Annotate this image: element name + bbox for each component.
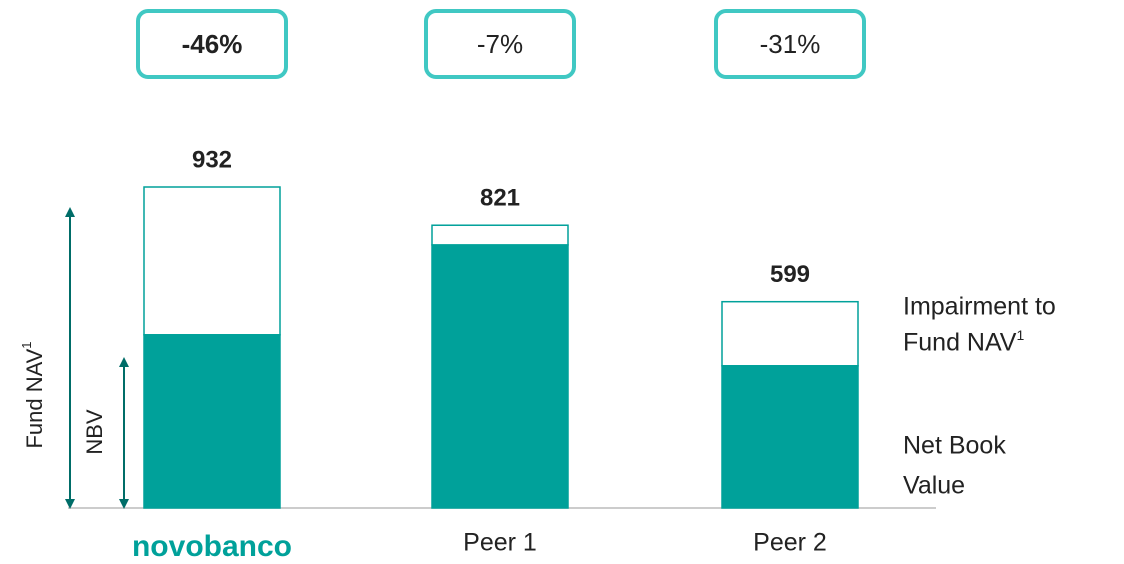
fund-nav-label: Fund NAV1 (19, 341, 46, 448)
bar-segment (143, 186, 281, 336)
change-label: -31% (760, 29, 821, 59)
change-label: -7% (477, 29, 523, 59)
footnote: 1 (19, 341, 34, 348)
bar-segment (721, 365, 859, 509)
change-box (136, 9, 288, 79)
x-tick-label: novobanco (132, 530, 292, 563)
fund-nav-text: Fund NAV (22, 348, 47, 448)
legend-label: Impairment to (903, 293, 1056, 321)
nbv-label: NBV (82, 409, 107, 455)
x-tick-label: Peer 1 (463, 529, 537, 557)
change-label: -46% (182, 29, 243, 59)
total-label: 599 (770, 261, 810, 288)
bar-segment (721, 300, 859, 367)
change-box (714, 9, 866, 79)
bar-segment (431, 244, 569, 509)
total-label: 932 (192, 146, 232, 173)
legend-label: Fund NAV1 (903, 327, 1024, 357)
legend-label: Value (903, 472, 965, 500)
change-box (424, 9, 576, 79)
total-label: 821 (480, 185, 520, 212)
x-tick-label: Peer 2 (753, 529, 827, 557)
bar-segment (431, 224, 569, 246)
bar-segment (143, 334, 281, 509)
legend-label: Net Book (903, 432, 1006, 460)
footnote: 1 (1016, 327, 1024, 343)
